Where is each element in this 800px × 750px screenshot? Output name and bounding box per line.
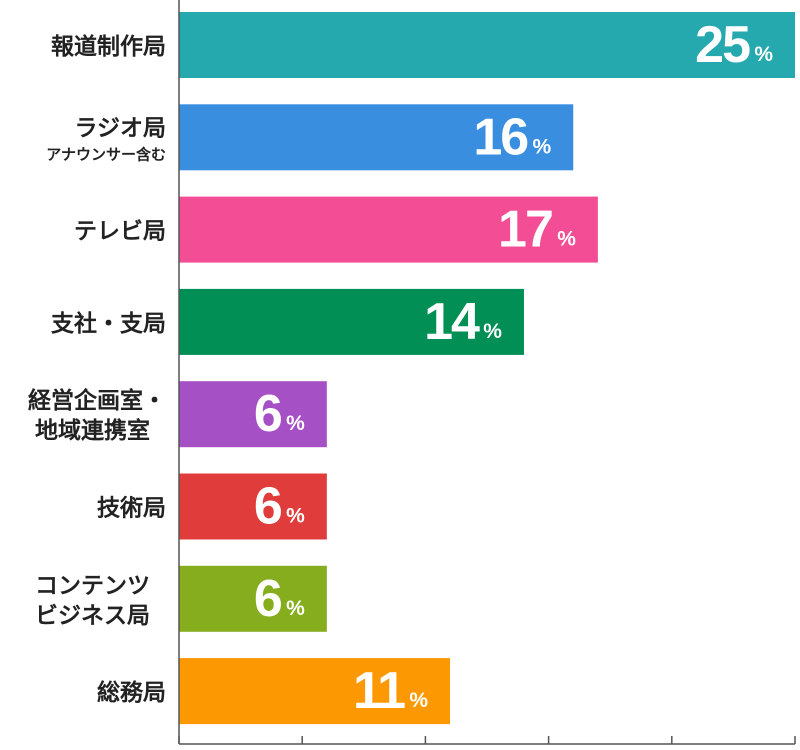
bars-layer (179, 12, 795, 725)
bar-4 (179, 288, 524, 355)
bar-3 (179, 196, 598, 263)
value-label-1: 25 (695, 16, 750, 74)
bar-1 (179, 12, 795, 78)
value-unit-1: % (754, 43, 773, 66)
value-unit-7: % (286, 597, 305, 620)
category-label-7-line-2: ビジネス局 (35, 603, 150, 629)
category-label-4: 支社・支局 (50, 310, 166, 337)
value-unit-3: % (557, 228, 576, 251)
value-labels: 25 %16 %17 %14 %6 %6 %6 %11% (254, 16, 773, 720)
value-unit-4: % (483, 320, 502, 343)
value-label-5: 6 (254, 385, 282, 443)
bar-6 (179, 473, 327, 540)
category-label-3: テレビ局 (74, 219, 166, 245)
bar-7 (179, 565, 327, 632)
value-unit-8: % (409, 689, 428, 712)
category-sublabel-2: アナウンサー含む (46, 145, 166, 163)
category-label-6: 技術局 (97, 495, 166, 522)
value-unit-5: % (286, 412, 305, 435)
bar-5 (179, 381, 327, 448)
value-label-6: 6 (254, 478, 282, 536)
category-label-8: 総務局 (97, 679, 166, 706)
value-label-7: 6 (254, 570, 282, 628)
category-label-5-line-1: 経営企画室・ (28, 387, 166, 414)
value-label-8: 11 (353, 662, 405, 720)
value-label-3: 17 (498, 201, 552, 259)
value-label-2: 16 (473, 108, 528, 166)
category-label-1: 報道制作局 (51, 33, 166, 60)
value-label-4: 14 (424, 293, 480, 351)
category-label-5-line-2: 地域連携室 (35, 417, 150, 444)
value-unit-6: % (286, 505, 305, 528)
category-label-2: ラジオ局 (74, 115, 166, 141)
axis-layer (178, 0, 796, 745)
value-unit-2: % (533, 135, 552, 158)
bar-2 (179, 104, 574, 171)
category-label-7-line-1: コンテンツ (35, 573, 150, 599)
category-labels: 報道制作局ラジオ局アナウンサー含むテレビ局支社・支局経営企画室・地域連携室技術局… (28, 33, 166, 706)
bar-8 (179, 658, 451, 725)
